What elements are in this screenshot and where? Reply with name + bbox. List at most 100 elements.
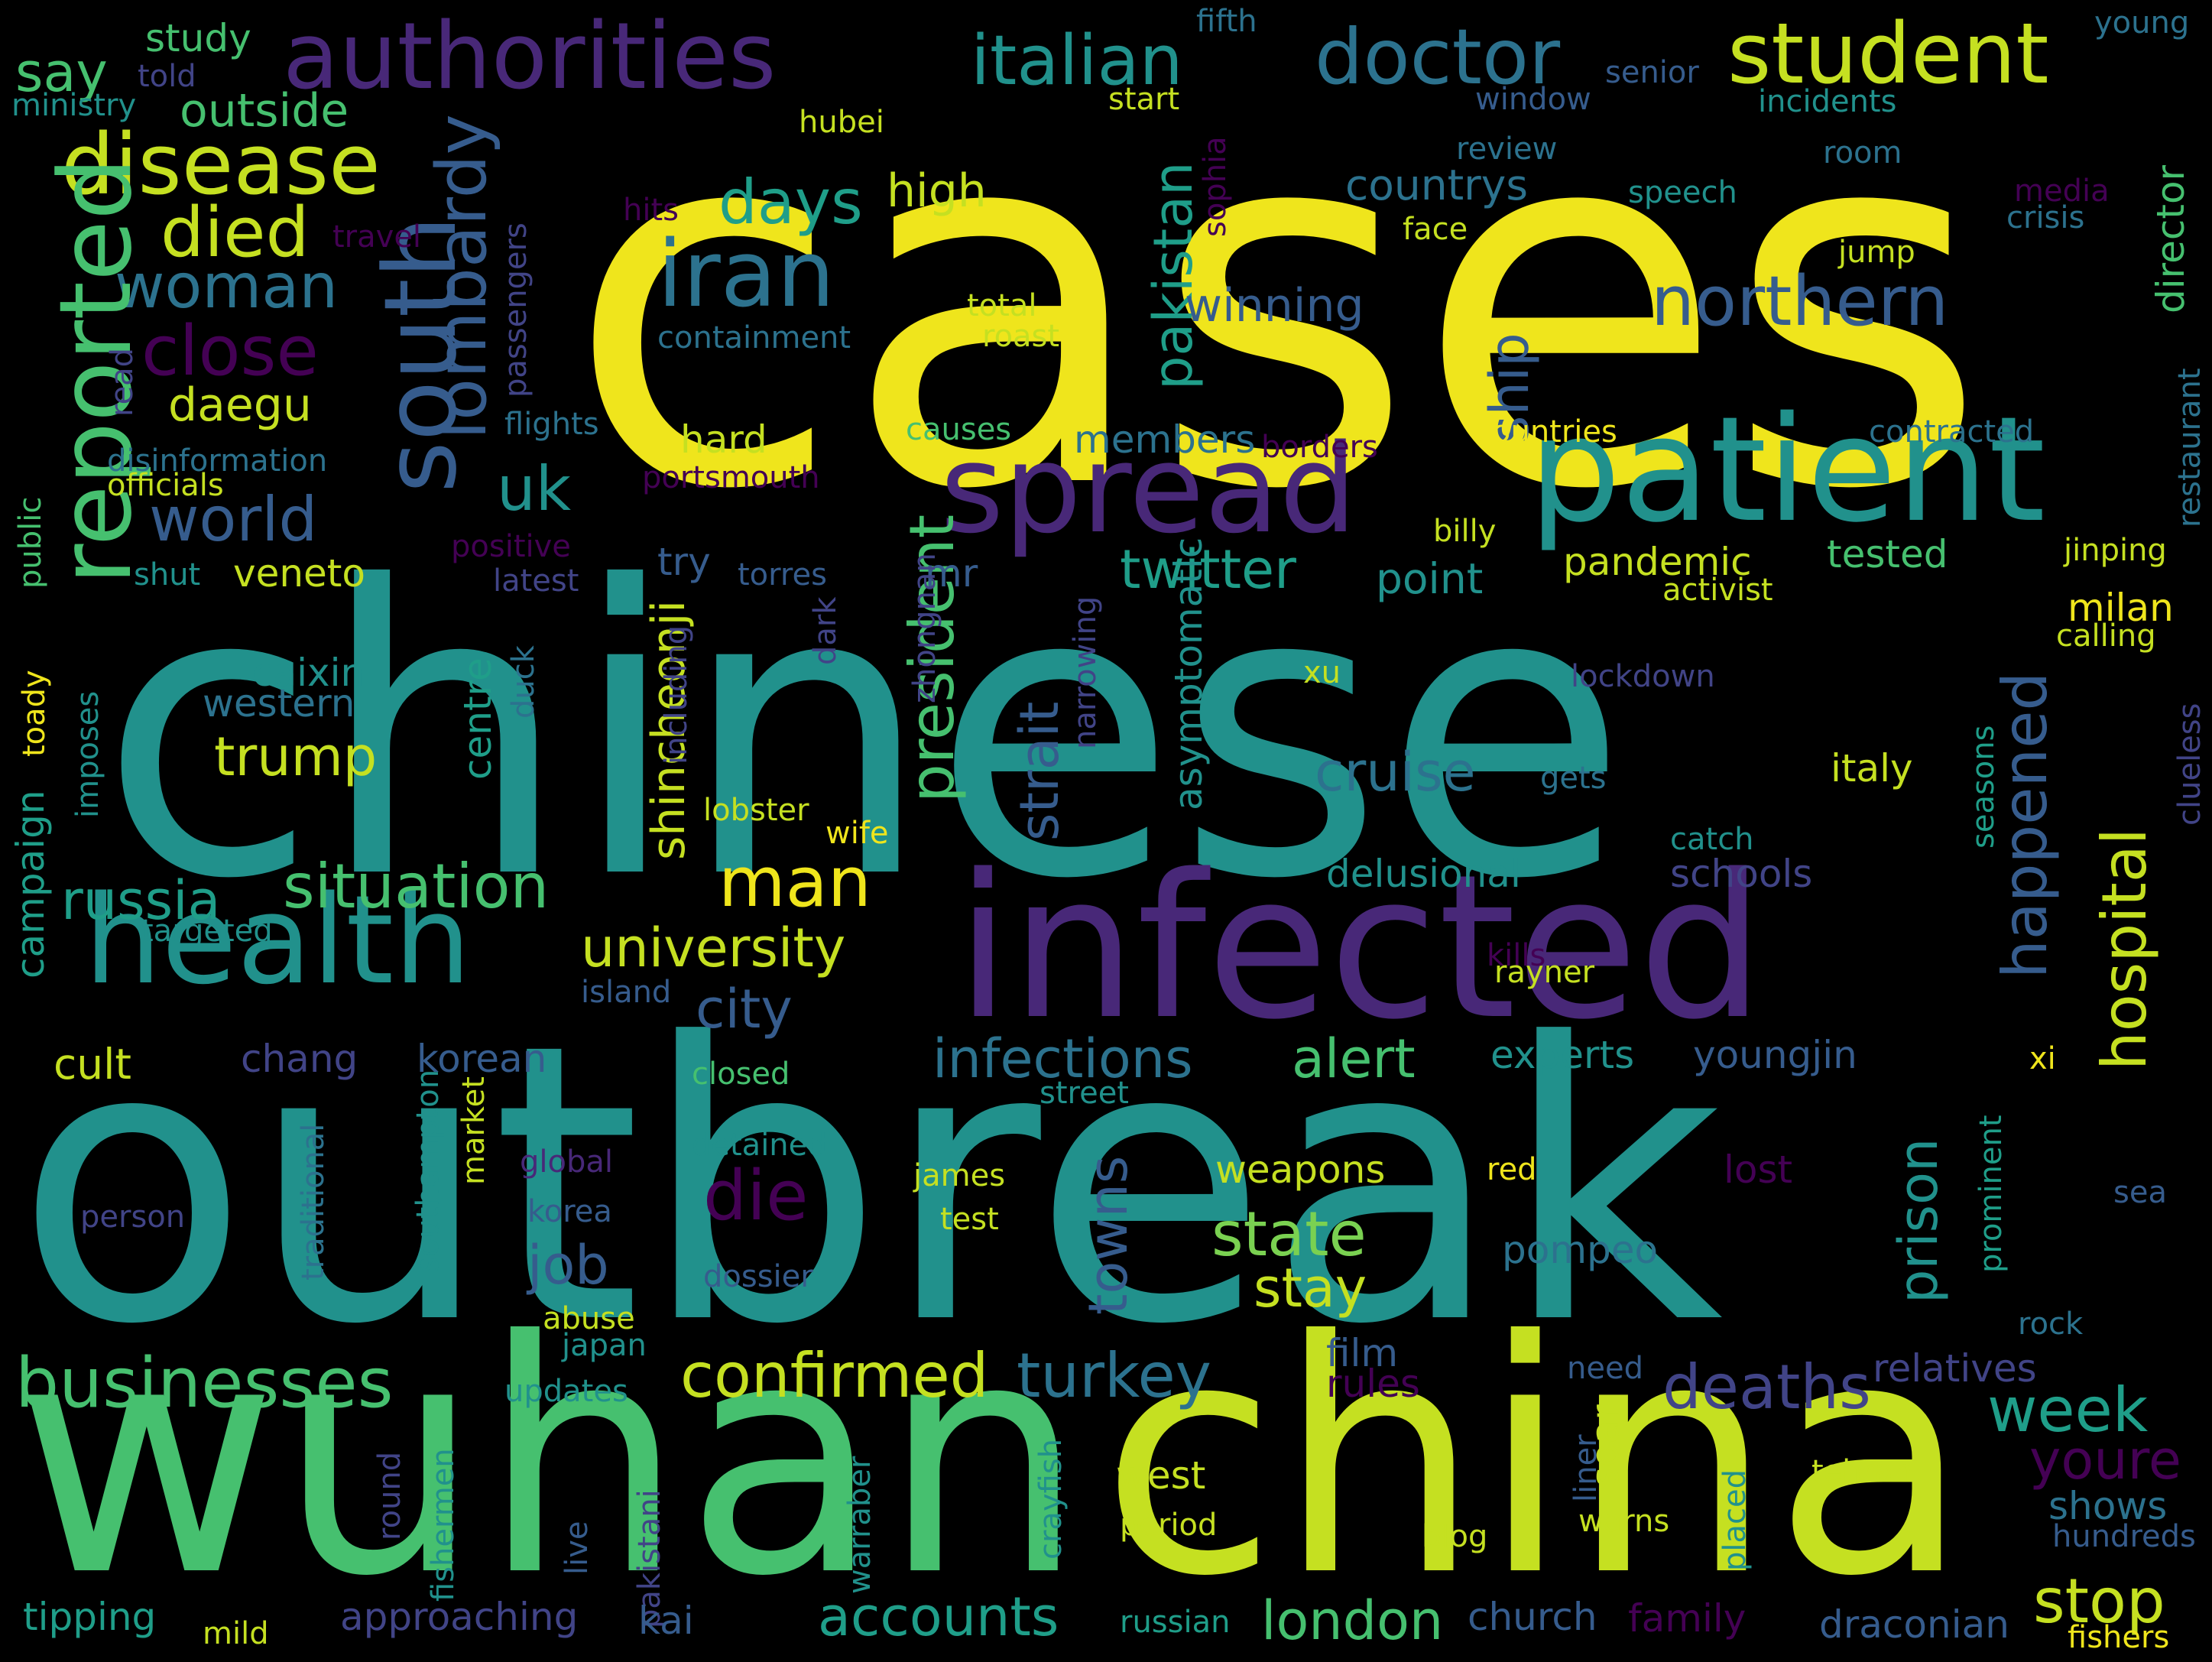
word-traditional: traditional xyxy=(296,1123,331,1281)
word-torres: torres xyxy=(738,557,827,592)
word-weapons: weapons xyxy=(1215,1147,1386,1192)
word-jinping: jinping xyxy=(2064,533,2167,568)
word-doctor: doctor xyxy=(1315,12,1561,102)
word-tipping: tipping xyxy=(23,1595,157,1639)
word-kai: kai xyxy=(638,1599,694,1643)
word-died: died xyxy=(161,193,310,273)
word-portsmouth: portsmouth xyxy=(642,460,820,495)
word-flights: flights xyxy=(504,407,599,442)
word-die: die xyxy=(703,1156,809,1236)
word-hospital: hospital xyxy=(2089,828,2160,1070)
word-west: west xyxy=(1116,1453,1206,1498)
word-russian: russian xyxy=(1120,1605,1231,1640)
word-veneto: veneto xyxy=(233,551,365,596)
word-alert: alert xyxy=(1292,1027,1416,1090)
word-infected: infected xyxy=(955,833,1765,1063)
word-xu: xu xyxy=(1303,655,1341,690)
word-duck: duck xyxy=(506,645,541,719)
word-chang: chang xyxy=(241,1037,358,1081)
word-market: market xyxy=(456,1076,491,1185)
word-senior: senior xyxy=(1605,55,1699,90)
word-experts: experts xyxy=(1490,1033,1635,1077)
word-face: face xyxy=(1403,212,1468,247)
word-university: university xyxy=(581,917,846,979)
word-disinformation: disinformation xyxy=(107,443,328,479)
word-shut: shut xyxy=(134,557,201,592)
word-closed: closed xyxy=(692,1057,790,1092)
word-businesses: businesses xyxy=(15,1343,394,1423)
word-cult: cult xyxy=(54,1040,131,1089)
word-disease: disease xyxy=(61,115,381,213)
word-incidents: incidents xyxy=(1758,84,1897,119)
word-western: western xyxy=(203,681,355,726)
word-health: health xyxy=(84,868,472,1011)
word-high: high xyxy=(887,164,987,218)
word-lombardy: lombardy xyxy=(422,114,502,440)
word-director: director xyxy=(2149,164,2193,313)
word-campaign: campaign xyxy=(8,790,53,979)
word-jump: jump xyxy=(1838,235,1915,270)
word-mild: mild xyxy=(203,1616,269,1651)
word-centre: centre xyxy=(456,657,500,780)
word-tested: tested xyxy=(1827,532,1948,576)
word-calling: calling xyxy=(2056,618,2156,654)
word-containment: containment xyxy=(657,320,851,355)
word-caixin: caixin xyxy=(252,651,365,695)
word-young: young xyxy=(2094,5,2190,41)
word-abuse: abuse xyxy=(543,1301,635,1336)
word-lost: lost xyxy=(1724,1147,1793,1192)
word-spread: spread xyxy=(940,417,1357,560)
word-pandemic: pandemic xyxy=(1563,540,1752,584)
word-pompeo: pompeo xyxy=(1502,1228,1659,1272)
word-church: church xyxy=(1468,1595,1597,1639)
word-family: family xyxy=(1628,1596,1747,1641)
word-person: person xyxy=(80,1199,186,1235)
word-outbreak: outbreak xyxy=(15,962,1724,1407)
word-trump: trump xyxy=(214,726,378,788)
word-student: student xyxy=(1727,5,2049,102)
word-sea: sea xyxy=(2113,1175,2167,1210)
word-street: street xyxy=(1040,1076,1129,1111)
word-korea: korea xyxy=(527,1194,612,1229)
word-room: room xyxy=(1823,135,1902,170)
word-accounts: accounts xyxy=(818,1586,1059,1648)
word-island: island xyxy=(581,975,672,1010)
word-fishers: fishers xyxy=(2068,1620,2170,1655)
word-man: man xyxy=(718,842,871,923)
word-fishermen: fishermen xyxy=(426,1448,461,1602)
word-billy: billy xyxy=(1433,514,1497,549)
word-china: china xyxy=(1101,1273,1970,1647)
word-relatives: relatives xyxy=(1873,1346,2037,1391)
word-travel: travel xyxy=(332,219,422,255)
word-need: need xyxy=(1567,1351,1643,1386)
word-draconian: draconian xyxy=(1819,1602,2009,1647)
word-pakistan: pakistan xyxy=(1142,161,1205,391)
word-world: world xyxy=(149,484,318,555)
word-liner: liner xyxy=(1568,1434,1604,1502)
word-window: window xyxy=(1475,82,1591,117)
word-try: try xyxy=(657,540,711,584)
word-james: james xyxy=(913,1158,1006,1193)
word-stay: stay xyxy=(1254,1257,1367,1320)
word-sophia: sophia xyxy=(1198,136,1233,237)
word-italy: italy xyxy=(1831,746,1913,790)
word-uk: uk xyxy=(497,453,572,524)
word-crisis: crisis xyxy=(2006,200,2085,235)
word-public: public xyxy=(13,496,48,589)
word-read: read xyxy=(105,347,140,417)
word-crayfish: crayfish xyxy=(1033,1438,1069,1560)
word-fifth: fifth xyxy=(1196,4,1257,39)
word-deaths: deaths xyxy=(1662,1352,1871,1423)
word-daegu: daegu xyxy=(168,378,312,432)
word-causes: causes xyxy=(906,412,1012,447)
word-stop: stop xyxy=(2033,1566,2165,1637)
word-japan: japan xyxy=(562,1328,647,1363)
word-ministry: ministry xyxy=(11,88,137,123)
word-london: london xyxy=(1261,1589,1444,1652)
word-film: film xyxy=(1326,1331,1399,1375)
word-woman: woman xyxy=(115,251,339,322)
word-days: days xyxy=(718,167,863,238)
word-state: state xyxy=(1211,1199,1367,1270)
word-clueless: clueless xyxy=(2172,703,2207,826)
word-shows: shows xyxy=(2048,1484,2168,1528)
